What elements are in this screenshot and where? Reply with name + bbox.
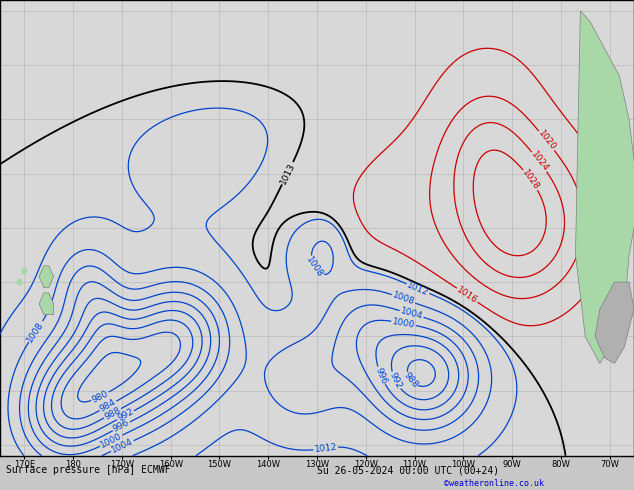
- Polygon shape: [39, 293, 54, 315]
- Text: 992: 992: [387, 371, 403, 390]
- Text: 1004: 1004: [399, 307, 424, 321]
- Polygon shape: [576, 11, 634, 364]
- Circle shape: [17, 279, 22, 285]
- Text: 996: 996: [112, 418, 131, 434]
- Text: Surface pressure [hPa] ECMWF: Surface pressure [hPa] ECMWF: [6, 466, 171, 475]
- Text: 1004: 1004: [110, 437, 134, 455]
- Circle shape: [22, 269, 27, 274]
- Text: 1020: 1020: [536, 129, 557, 152]
- Text: 984: 984: [98, 398, 118, 414]
- Text: 988: 988: [402, 371, 420, 390]
- Text: 1024: 1024: [529, 150, 550, 173]
- Polygon shape: [595, 282, 634, 364]
- Text: 1000: 1000: [391, 317, 416, 330]
- Text: 1008: 1008: [25, 319, 46, 343]
- Text: 992: 992: [116, 407, 135, 423]
- Text: 1028: 1028: [521, 168, 541, 192]
- Text: 1016: 1016: [455, 285, 479, 305]
- Text: 1012: 1012: [314, 442, 337, 454]
- Text: 1008: 1008: [304, 255, 325, 279]
- Text: 1000: 1000: [99, 432, 124, 450]
- Text: Su 26-05-2024 00:00 UTC (00+24): Su 26-05-2024 00:00 UTC (00+24): [317, 466, 499, 475]
- Text: 1013: 1013: [278, 161, 297, 186]
- Text: 1008: 1008: [391, 291, 416, 307]
- Polygon shape: [39, 266, 54, 288]
- Text: ©weatheronline.co.uk: ©weatheronline.co.uk: [444, 479, 544, 488]
- Text: 1012: 1012: [406, 280, 430, 297]
- Text: 988: 988: [103, 405, 122, 421]
- Text: 996: 996: [373, 366, 389, 385]
- Text: 980: 980: [91, 389, 110, 404]
